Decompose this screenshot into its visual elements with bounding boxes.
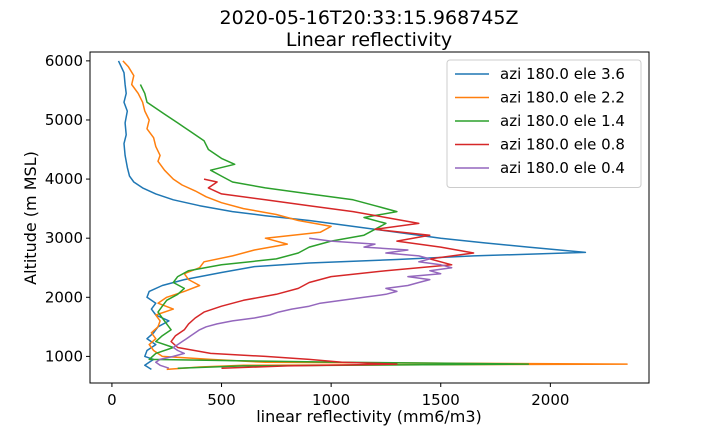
series-line-2 [139, 84, 530, 369]
y-tick-label: 5000 [45, 111, 83, 129]
legend-entry: azi 180.0 ele 0.4 [500, 159, 625, 177]
legend-box [446, 59, 642, 188]
y-axis: 1000 2000 3000 4000 5000 6000 [45, 52, 90, 365]
series-line-0 [117, 60, 587, 371]
legend-entry: azi 180.0 ele 1.4 [500, 112, 625, 130]
x-tick-label: 0 [107, 391, 117, 409]
chart-title: 2020-05-16T20:33:15.968745Z [220, 7, 519, 29]
y-axis-label: Altitude (m MSL) [21, 151, 40, 285]
series-line-1 [122, 60, 628, 371]
x-tick-label: 500 [207, 391, 236, 409]
y-tick-label: 2000 [45, 288, 83, 306]
x-tick-label: 1000 [312, 391, 350, 409]
series-line-3 [170, 178, 475, 369]
legend: azi 180.0 ele 3.6 azi 180.0 ele 2.2 azi 18… [446, 59, 642, 188]
y-tick-label: 1000 [45, 347, 83, 365]
series-line-4 [155, 237, 453, 369]
chart-subtitle: Linear reflectivity [286, 29, 452, 51]
series-layer [117, 60, 628, 371]
legend-entry: azi 180.0 ele 2.2 [500, 89, 625, 107]
x-axis-label: linear reflectivity (mm6/m3) [256, 407, 482, 426]
y-tick-label: 4000 [45, 170, 83, 188]
legend-entry: azi 180.0 ele 0.8 [500, 136, 625, 154]
x-tick-label: 1500 [422, 391, 460, 409]
legend-entry: azi 180.0 ele 3.6 [500, 65, 625, 83]
x-axis: 0 500 1000 1500 2000 [107, 383, 569, 409]
y-tick-label: 3000 [45, 229, 83, 247]
x-tick-label: 2000 [531, 391, 569, 409]
plot-area-frame [89, 51, 650, 384]
y-tick-label: 6000 [45, 52, 83, 70]
